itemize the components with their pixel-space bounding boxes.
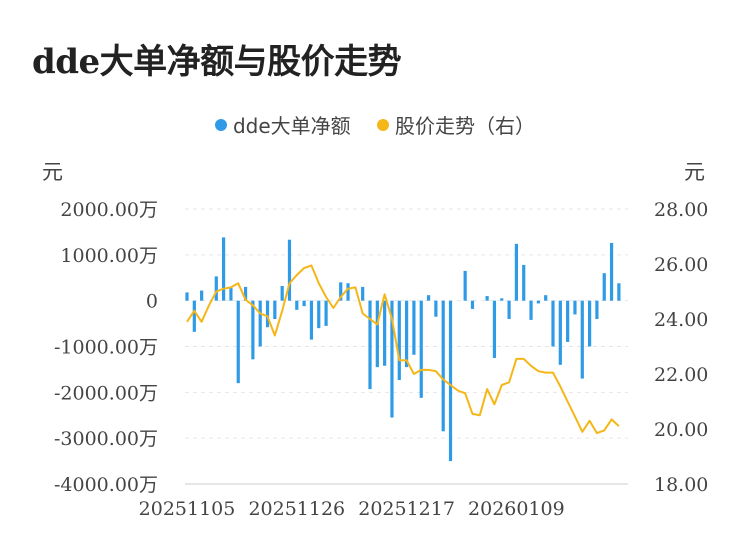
bar bbox=[536, 300, 540, 304]
bar bbox=[566, 300, 570, 342]
bar bbox=[287, 239, 292, 301]
bar bbox=[383, 300, 387, 366]
bar bbox=[522, 264, 526, 301]
legend-label-price: 股价走势（右） bbox=[395, 114, 536, 138]
bar bbox=[346, 283, 350, 301]
bar bbox=[405, 300, 409, 368]
bar bbox=[485, 296, 489, 301]
left-tick-label: -1000.00万 bbox=[54, 337, 158, 359]
bar bbox=[317, 300, 321, 329]
bar bbox=[617, 283, 621, 301]
left-tick-label: -4000.00万 bbox=[54, 474, 158, 496]
left-tick-label: 1000.00万 bbox=[60, 245, 158, 267]
right-tick-label: 26.00 bbox=[654, 254, 708, 276]
bar bbox=[390, 300, 394, 418]
bar bbox=[588, 300, 592, 347]
legend: dde大单净额 股价走势（右） bbox=[0, 110, 750, 139]
bar bbox=[258, 300, 262, 347]
right-axis-unit: 元 bbox=[684, 160, 705, 184]
bar bbox=[595, 300, 599, 319]
left-tick-label: 0 bbox=[146, 291, 158, 313]
bar bbox=[397, 300, 401, 380]
x-tick-label: 20260109 bbox=[468, 498, 565, 520]
bar bbox=[514, 243, 518, 301]
bar bbox=[507, 300, 511, 319]
right-tick-label: 24.00 bbox=[654, 309, 708, 331]
bar bbox=[229, 287, 233, 301]
right-tick-label: 22.00 bbox=[654, 364, 708, 386]
bar bbox=[580, 300, 584, 379]
bar bbox=[222, 237, 226, 301]
legend-item-dde[interactable]: dde大单净额 bbox=[214, 110, 351, 139]
bar bbox=[200, 290, 204, 301]
bar bbox=[573, 300, 577, 315]
bar bbox=[339, 282, 343, 301]
right-tick-label: 18.00 bbox=[654, 474, 708, 496]
bar bbox=[434, 300, 438, 317]
bar bbox=[243, 286, 248, 301]
bar bbox=[214, 276, 218, 301]
bar bbox=[529, 300, 533, 320]
price-line bbox=[186, 264, 620, 435]
bar bbox=[192, 300, 196, 332]
left-axis-unit: 元 bbox=[42, 160, 63, 184]
bar bbox=[448, 300, 453, 462]
bar bbox=[602, 273, 606, 301]
left-tick-label: 2000.00万 bbox=[60, 199, 158, 221]
bar bbox=[551, 300, 555, 347]
bar bbox=[236, 300, 240, 384]
left-tick-label: -3000.00万 bbox=[54, 428, 158, 450]
x-tick-label: 20251217 bbox=[358, 498, 455, 520]
bar bbox=[324, 300, 328, 326]
bar bbox=[280, 286, 284, 301]
right-tick-label: 28.00 bbox=[654, 199, 708, 221]
page-title: dde大单净额与股价走势 bbox=[32, 42, 402, 82]
bar bbox=[295, 300, 299, 310]
bar bbox=[441, 300, 445, 432]
bar bbox=[470, 300, 475, 309]
bar bbox=[185, 292, 189, 301]
bar bbox=[361, 286, 365, 301]
left-tick-label: -2000.00万 bbox=[54, 382, 158, 404]
bar bbox=[412, 300, 416, 355]
bar bbox=[463, 270, 467, 301]
bar bbox=[251, 300, 255, 360]
legend-dot-icon bbox=[377, 118, 390, 131]
bar bbox=[544, 295, 548, 301]
bar bbox=[375, 300, 379, 368]
bar bbox=[609, 242, 614, 301]
legend-dot-icon bbox=[214, 118, 227, 131]
bar bbox=[368, 300, 372, 390]
x-tick-label: 20251105 bbox=[139, 498, 236, 520]
bar bbox=[500, 298, 504, 301]
bar bbox=[302, 300, 306, 307]
bar bbox=[419, 300, 423, 398]
x-tick-label: 20251126 bbox=[248, 498, 345, 520]
legend-item-price[interactable]: 股价走势（右） bbox=[377, 110, 535, 139]
bar bbox=[426, 295, 431, 301]
legend-label-dde: dde大单净额 bbox=[232, 114, 351, 138]
bar bbox=[265, 300, 270, 328]
right-tick-label: 20.00 bbox=[654, 419, 708, 441]
bar bbox=[492, 300, 497, 358]
bar bbox=[558, 300, 562, 365]
bar bbox=[273, 300, 277, 319]
bar bbox=[309, 300, 314, 340]
